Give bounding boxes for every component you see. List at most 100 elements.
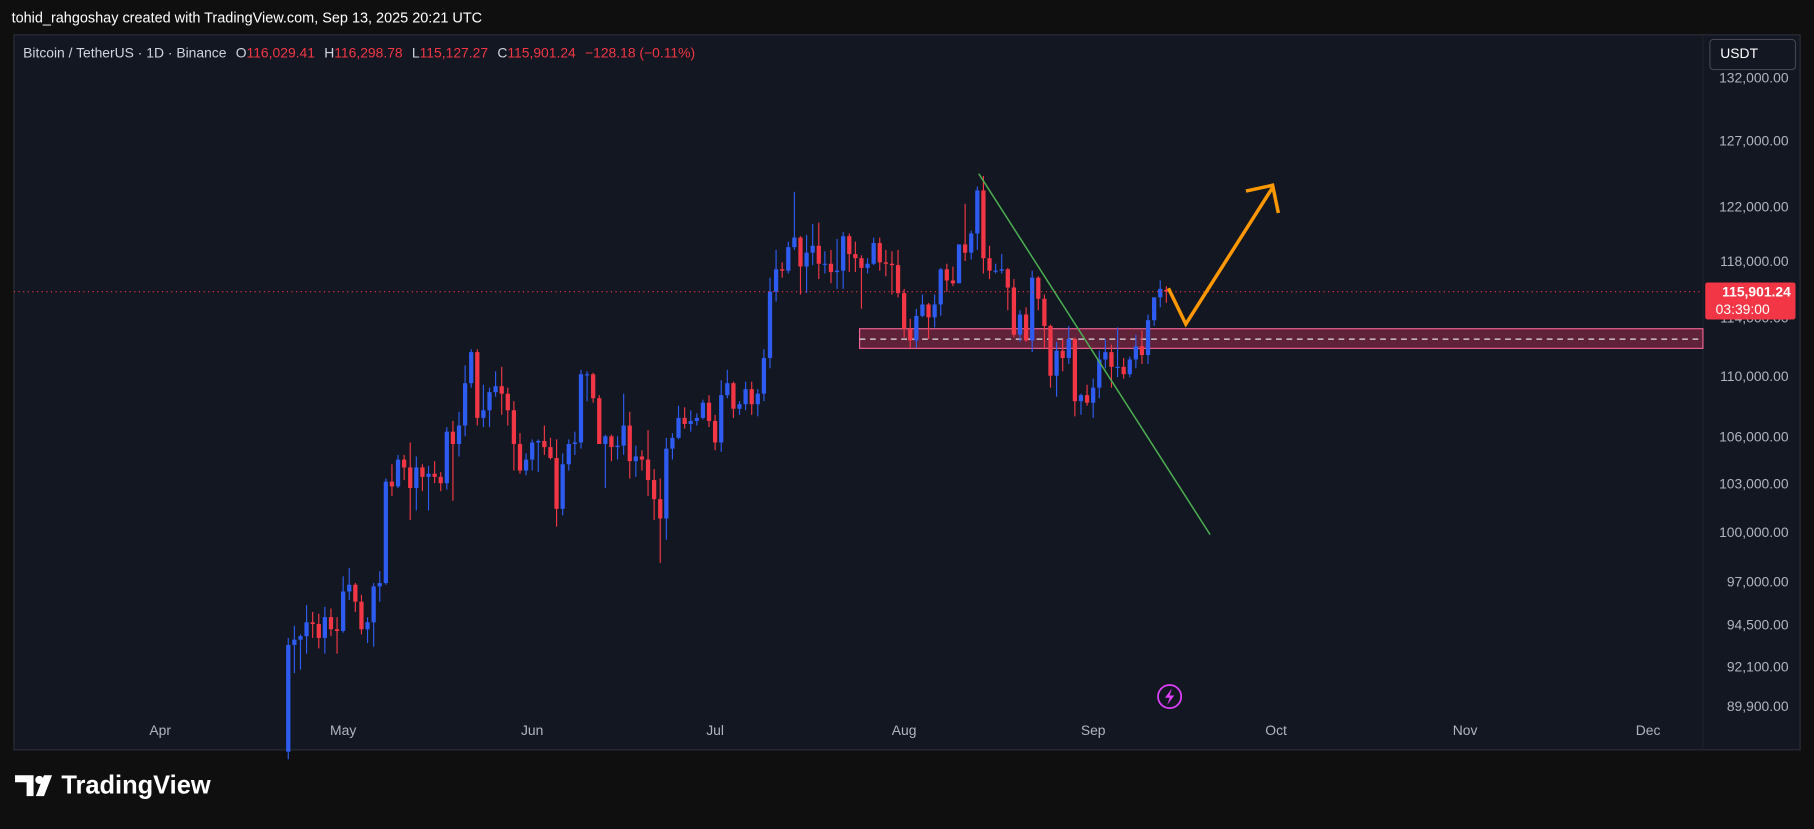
candle-body: [859, 258, 864, 268]
candle-body: [1042, 298, 1047, 326]
candle-body: [871, 243, 876, 264]
ohlc-value: 115,127.27: [420, 44, 489, 60]
price-axis: 89,900.00 92,100.00 94,500.00 97,000.00 100,…: [149, 70, 1788, 738]
candle-body: [798, 237, 803, 267]
candle-body: [505, 393, 510, 411]
candle-body: [975, 190, 980, 234]
y-tick-label: 103,000.00: [1719, 475, 1789, 491]
candle-body: [1036, 277, 1041, 299]
currency-button[interactable]: [1709, 38, 1797, 71]
candle-body: [462, 383, 468, 426]
candle-body: [773, 269, 779, 292]
y-tick-label: 118,000.00: [1720, 253, 1789, 269]
ohlc-value: 116,298.78: [334, 44, 403, 60]
candle-body: [834, 270, 840, 273]
candle-body: [645, 459, 651, 481]
candle-body: [962, 244, 968, 253]
candle-body: [310, 622, 315, 625]
y-tick-label: 132,000.00: [1719, 70, 1789, 86]
candle-body: [438, 476, 443, 484]
candle-body: [341, 591, 346, 631]
brand-dot: [35, 775, 44, 784]
candle-body: [377, 583, 382, 587]
candle-body: [1030, 277, 1035, 341]
candle-body: [597, 398, 602, 445]
candle-body: [670, 437, 675, 449]
candle-body: [767, 291, 773, 358]
candle-body: [389, 481, 395, 487]
candle-body: [1011, 287, 1017, 335]
candle-body: [1127, 359, 1132, 375]
candle-body: [1005, 269, 1010, 288]
candle-body: [298, 636, 303, 640]
candle-body: [1023, 314, 1029, 341]
candle-body: [560, 464, 565, 509]
candle-body: [499, 386, 504, 394]
ohlc-key: H: [324, 44, 334, 60]
candle-body: [664, 448, 669, 519]
candle-body: [1109, 352, 1114, 367]
y-tick-label: 97,000.00: [1727, 574, 1789, 590]
symbol: Bitcoin / TetherUS · 1D · Binance: [23, 44, 227, 60]
candle-body: [395, 459, 401, 487]
change: −128.18 (−0.11%): [585, 44, 695, 60]
candle-body: [1084, 395, 1090, 403]
candle-body: [530, 442, 535, 460]
trend-line: [978, 173, 1211, 536]
candle-body: [914, 315, 919, 341]
candle-body: [780, 269, 785, 271]
candle-body: [853, 254, 858, 259]
brand-logo: TradingView: [15, 772, 211, 800]
ohlc-key: O: [236, 44, 247, 60]
candle-body: [908, 328, 913, 341]
candles: [13, 175, 1703, 760]
candle-body: [1091, 387, 1096, 403]
candle-body: [1158, 288, 1163, 298]
candle-body: [932, 304, 937, 318]
event-icon[interactable]: [1157, 684, 1183, 710]
candle-body: [414, 467, 419, 488]
candle-body: [432, 473, 437, 477]
candle-body: [847, 236, 852, 255]
ohlc-value: 115,901.24: [507, 44, 576, 60]
event-bolt: [1164, 688, 1175, 705]
candle-body: [969, 233, 974, 253]
candle-body: [700, 402, 706, 418]
candle-body: [304, 622, 309, 637]
candle-body: [615, 445, 620, 448]
candle-body: [621, 425, 626, 446]
candle-body: [658, 499, 663, 519]
candle-body: [1066, 338, 1071, 358]
candle-body: [286, 644, 291, 752]
candle-body: [1097, 359, 1102, 388]
x-tick-label: Apr: [149, 722, 171, 738]
candle-body: [1048, 325, 1053, 376]
candle-body: [633, 456, 638, 462]
projection-arrow: [1166, 186, 1275, 328]
candle-body: [426, 473, 431, 477]
candle-body: [737, 404, 742, 409]
y-tick-label: 106,000.00: [1719, 429, 1789, 445]
x-tick-label: Oct: [1265, 722, 1287, 738]
chart-panel: [13, 34, 1801, 751]
candle-body: [359, 601, 364, 630]
candle-body: [822, 263, 828, 265]
candle-body: [749, 389, 754, 405]
candle-body: [584, 374, 590, 376]
ohlc-key: L: [412, 44, 420, 60]
countdown: 03:39:00: [1716, 301, 1770, 317]
candle-body: [956, 244, 962, 284]
candle-body: [487, 392, 492, 411]
candle-body: [1078, 395, 1084, 402]
candle-body: [493, 386, 498, 393]
candle-body: [1017, 314, 1023, 335]
candle-body: [322, 617, 327, 638]
x-tick-label: Sep: [1081, 722, 1106, 738]
candle-body: [292, 639, 297, 645]
candle-body: [944, 269, 949, 281]
candle-body: [469, 352, 474, 384]
candle-body: [804, 252, 809, 267]
candle-body: [688, 420, 693, 424]
